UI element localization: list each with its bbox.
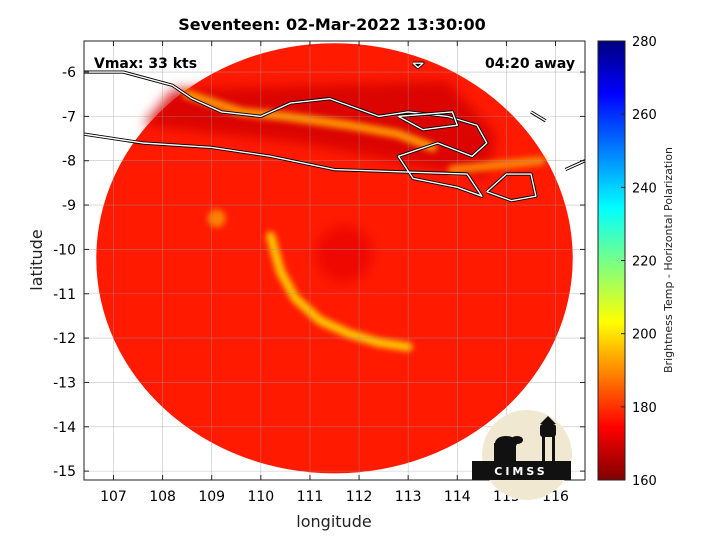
logo-band: [472, 461, 571, 480]
plot-frame: [83, 40, 586, 481]
y-tick-label: -12: [53, 331, 76, 347]
coastline: [486, 173, 537, 202]
logo-tower-leg-2: [552, 436, 555, 462]
y-tick-label: -13: [53, 375, 76, 391]
colorbar-bar: [597, 40, 626, 481]
coastline: [530, 111, 547, 122]
coastline: [398, 111, 458, 131]
colorbar-tick-label: 220: [632, 255, 657, 270]
eye-region: [316, 225, 373, 282]
colorbar-ticks: 160 180 200 220 240 260 280: [621, 35, 657, 489]
plot-area: 107 108 109 110 111 112 113 114 115 116 -6-7-8-9-…: [53, 40, 586, 505]
y-tick-label: -7: [62, 109, 76, 125]
logo-text: CIMSS: [494, 465, 547, 478]
x-tick-label: 107: [100, 489, 127, 505]
cold-features: [182, 89, 546, 352]
y-tick-label: -10: [53, 242, 76, 258]
colorbar-tick-label: 160: [632, 474, 657, 489]
y-tick-label: -9: [62, 198, 76, 214]
coastline: [412, 62, 424, 69]
cold-patch: [207, 209, 226, 228]
cold-band: [447, 156, 546, 175]
x-tick-label: 112: [346, 489, 373, 505]
y-axis-ticks: -6 -7 -8 -9 -10 -11 -12 -13 -14 -15: [53, 65, 585, 480]
colorbar-tick-label: 280: [632, 35, 657, 50]
y-tick-label: -15: [53, 464, 76, 480]
x-tick-label: 114: [444, 489, 471, 505]
coastline: [565, 160, 585, 171]
coastline: [84, 71, 488, 197]
time-away-annotation: 04:20 away: [485, 56, 575, 72]
colorbar-tick-label: 240: [632, 181, 657, 196]
chart-title: Seventeen: 02-Mar-2022 13:30:00: [178, 15, 486, 34]
y-tick-label: -14: [53, 420, 76, 436]
cold-band: [182, 89, 438, 152]
cold-band: [266, 231, 413, 352]
logo-tower-top: [540, 416, 556, 424]
y-tick-label: -11: [53, 287, 76, 303]
x-tick-label: 110: [247, 489, 274, 505]
x-tick-label: 108: [149, 489, 176, 505]
y-axis-label: latitude: [27, 229, 46, 290]
cimss-logo: CIMSS: [472, 410, 572, 500]
logo-tower-leg: [542, 436, 545, 462]
x-tick-label: 111: [297, 489, 324, 505]
y-tick-label: -6: [62, 65, 76, 81]
grid-lines: [84, 41, 585, 480]
colorbar-tick-label: 260: [632, 108, 657, 123]
coastlines: [84, 61, 585, 203]
logo-dish-2: [511, 436, 523, 444]
colorbar-tick-label: 180: [632, 401, 657, 416]
colorbar-label: Brightness Temp - Horizontal Polarizatio…: [662, 147, 675, 373]
colorbar-tick-label: 200: [632, 328, 657, 343]
x-tick-label: 113: [395, 489, 422, 505]
vmax-annotation: Vmax: 33 kts: [94, 56, 197, 72]
logo-tower-tank: [540, 424, 556, 437]
brightness-temp-swath: [96, 43, 573, 474]
x-axis-label: longitude: [296, 512, 371, 531]
y-tick-label: -8: [62, 154, 76, 170]
colorbar: 160 180 200 220 240 260 280 Brightness Temp - …: [597, 35, 675, 489]
x-tick-label: 109: [198, 489, 225, 505]
